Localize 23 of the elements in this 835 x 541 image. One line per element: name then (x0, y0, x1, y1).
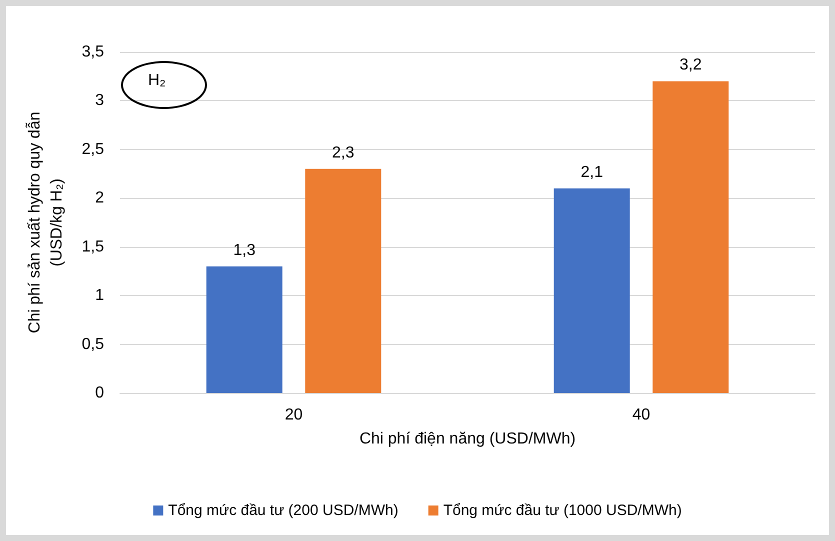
bar (554, 188, 630, 393)
bar (206, 266, 282, 393)
data-label: 2,1 (580, 164, 604, 181)
y-tick-label: 2 (95, 190, 104, 207)
x-axis-title: Chi phí điện năng (USD/MWh) (359, 430, 576, 448)
data-label: 1,3 (233, 242, 256, 259)
y-tick-label: 0 (95, 384, 104, 402)
x-tick-label: 40 (632, 406, 650, 424)
bar (652, 81, 729, 393)
x-tick-label: 20 (284, 406, 303, 424)
y-tick-label: 1,5 (82, 238, 104, 256)
y-tick-label: 3 (95, 92, 104, 110)
y-tick-label: 0,5 (82, 336, 104, 353)
y-tick-label: 2,5 (82, 140, 104, 158)
bar (305, 168, 382, 393)
annotation: H₂ (148, 72, 166, 90)
data-label: 2,3 (332, 144, 354, 162)
y-tick-label: 3,5 (82, 44, 104, 60)
data-label: 3,2 (680, 56, 702, 74)
legend-label: Tổng mức đầu tư (200 USD/MWh) (168, 502, 398, 519)
y-tick-label: 1 (95, 287, 104, 304)
y-axis-title: Chi phí sản xuất hydro quy dẫn (USD/kg H₂) (26, 112, 66, 334)
legend-label: Tổng mức đầu tư (1000 USD/MWh) (443, 502, 682, 519)
